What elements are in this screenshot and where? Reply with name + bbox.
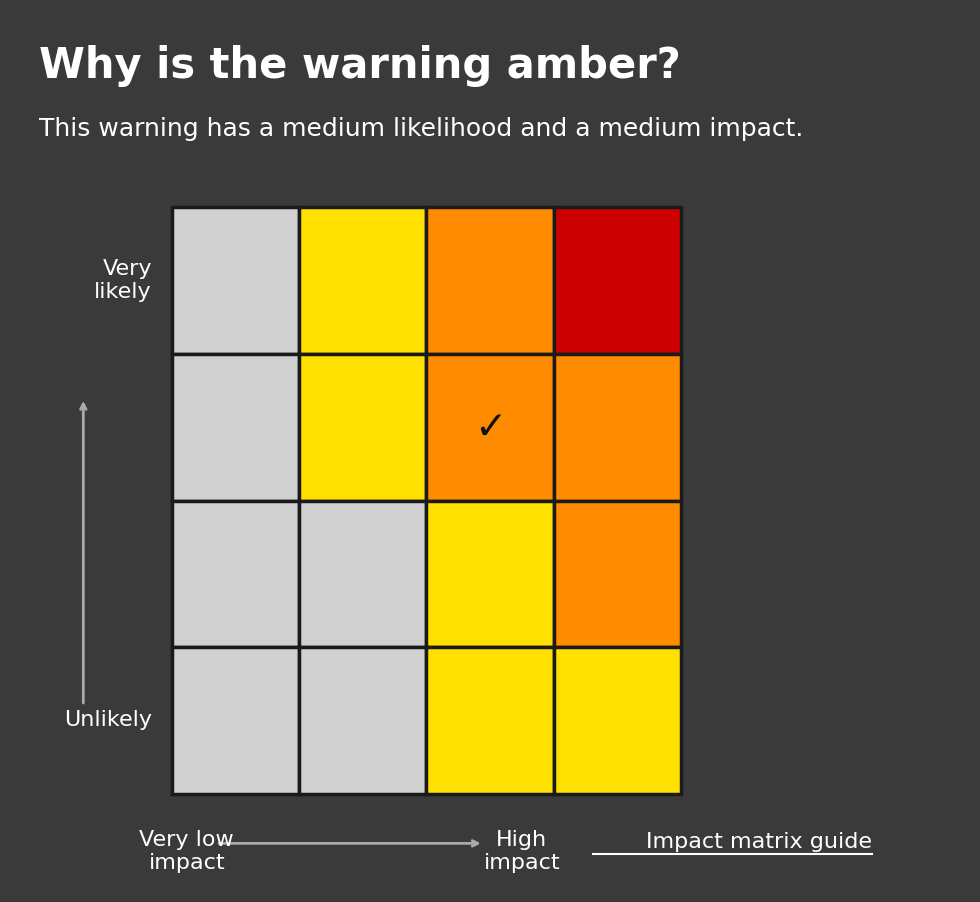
Text: Unlikely: Unlikely	[64, 711, 152, 731]
Text: This warning has a medium likelihood and a medium impact.: This warning has a medium likelihood and…	[39, 117, 804, 142]
Text: Very low
impact: Very low impact	[139, 830, 234, 873]
Text: High
impact: High impact	[483, 830, 561, 873]
Text: Very
likely: Very likely	[94, 259, 152, 302]
Text: Impact matrix guide: Impact matrix guide	[646, 833, 872, 852]
Text: Why is the warning amber?: Why is the warning amber?	[39, 45, 681, 87]
Text: ✓: ✓	[473, 409, 507, 446]
